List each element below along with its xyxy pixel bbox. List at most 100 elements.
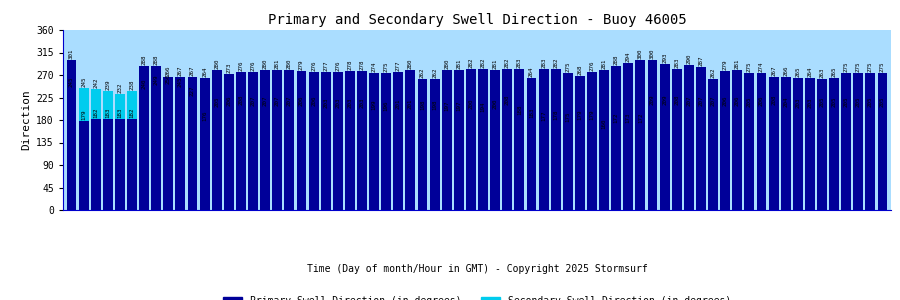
Bar <box>648 60 658 210</box>
Text: 281: 281 <box>274 58 280 69</box>
Bar <box>236 106 246 210</box>
Text: 268: 268 <box>578 65 582 75</box>
Text: 300: 300 <box>650 49 655 59</box>
Bar <box>624 63 634 210</box>
Text: 273: 273 <box>226 62 231 73</box>
Bar <box>296 70 306 210</box>
Bar <box>538 68 548 210</box>
Bar <box>78 88 88 210</box>
Text: 276: 276 <box>250 61 256 71</box>
Text: 172: 172 <box>638 113 643 123</box>
Text: 275: 275 <box>383 61 389 72</box>
Text: 281: 281 <box>601 58 607 69</box>
Bar <box>562 73 572 210</box>
Bar <box>273 70 283 210</box>
Text: 288: 288 <box>154 55 158 65</box>
Bar <box>369 73 379 210</box>
Text: 300: 300 <box>638 49 643 59</box>
Text: 281: 281 <box>456 58 462 69</box>
Bar <box>103 118 112 210</box>
Text: 205: 205 <box>856 96 860 107</box>
Text: 205: 205 <box>747 96 752 107</box>
Text: 199: 199 <box>372 99 376 110</box>
Text: 281: 281 <box>492 58 498 69</box>
Text: 264: 264 <box>807 67 813 77</box>
Text: 238: 238 <box>130 80 134 90</box>
Bar <box>562 122 572 210</box>
Text: 274: 274 <box>372 62 376 72</box>
Text: 208: 208 <box>505 95 509 105</box>
Text: 176: 176 <box>202 111 207 121</box>
Bar <box>515 68 525 210</box>
Bar <box>333 72 343 210</box>
Text: 282: 282 <box>481 58 486 68</box>
Bar <box>320 109 330 210</box>
Text: 264: 264 <box>529 67 534 77</box>
Text: 198: 198 <box>420 100 425 110</box>
Text: 263: 263 <box>820 67 824 78</box>
Text: 275: 275 <box>843 61 849 72</box>
Bar <box>164 85 174 210</box>
Text: 203: 203 <box>336 97 340 108</box>
Bar <box>248 72 258 210</box>
Text: 207: 207 <box>698 95 704 106</box>
Bar <box>575 121 585 210</box>
Text: 262: 262 <box>420 68 425 78</box>
Bar <box>200 122 210 210</box>
Bar <box>611 66 621 210</box>
Bar <box>140 66 149 210</box>
Bar <box>526 78 536 210</box>
Text: 203: 203 <box>323 97 328 108</box>
Text: 172: 172 <box>614 113 618 123</box>
Bar <box>466 69 476 210</box>
Text: 197: 197 <box>445 100 449 111</box>
Text: 183: 183 <box>529 107 534 118</box>
Bar <box>780 108 790 210</box>
Text: 277: 277 <box>323 60 328 71</box>
Bar <box>212 70 221 210</box>
Text: 208: 208 <box>238 95 243 105</box>
Text: 250: 250 <box>166 74 171 84</box>
Text: 267: 267 <box>178 65 183 76</box>
Text: 207: 207 <box>287 95 292 106</box>
Bar <box>744 107 754 210</box>
Bar <box>769 106 778 210</box>
Bar <box>91 89 101 210</box>
Bar <box>151 66 161 210</box>
Text: 188: 188 <box>517 105 522 115</box>
Text: 280: 280 <box>445 59 449 69</box>
Text: 209: 209 <box>650 94 655 105</box>
Bar <box>684 65 694 210</box>
Text: 280: 280 <box>263 59 267 69</box>
Bar <box>744 73 754 210</box>
Text: 173: 173 <box>626 112 631 123</box>
Text: 278: 278 <box>347 60 353 70</box>
Bar <box>817 107 827 210</box>
Bar <box>78 121 88 210</box>
Text: 275: 275 <box>868 61 873 72</box>
Bar <box>224 107 234 210</box>
Text: 282: 282 <box>554 58 558 68</box>
Text: 178: 178 <box>554 110 558 120</box>
Text: 182: 182 <box>130 108 134 118</box>
Text: 276: 276 <box>238 61 243 71</box>
Text: 197: 197 <box>456 100 462 111</box>
Bar <box>842 107 851 210</box>
Bar <box>151 85 161 210</box>
Bar <box>502 106 512 210</box>
Text: 203: 203 <box>807 97 813 108</box>
Bar <box>454 70 464 210</box>
Bar <box>720 70 730 210</box>
Text: 240: 240 <box>141 79 147 89</box>
Text: 265: 265 <box>832 66 837 77</box>
Bar <box>127 91 137 210</box>
Text: 287: 287 <box>698 55 704 66</box>
Bar <box>866 73 876 210</box>
Text: 207: 207 <box>263 95 267 106</box>
Text: 267: 267 <box>190 65 195 76</box>
Text: 288: 288 <box>614 55 618 65</box>
Bar <box>320 71 330 210</box>
Text: 301: 301 <box>69 48 74 59</box>
Text: 283: 283 <box>541 57 546 68</box>
Bar <box>357 109 367 210</box>
